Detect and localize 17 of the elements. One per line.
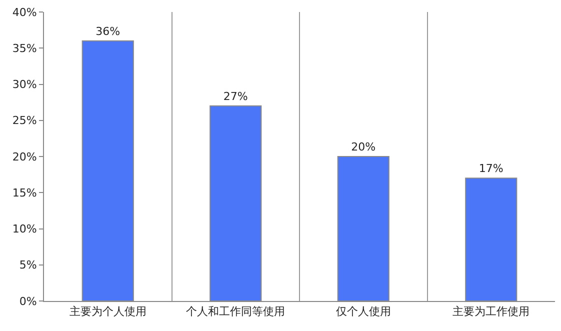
y-tick-label: 5% [19, 258, 37, 272]
y-tick-label: 25% [12, 114, 37, 128]
y-tick-label: 30% [12, 78, 37, 92]
data-label: 27% [223, 90, 248, 103]
x-tick-label: 主要为个人使用 [69, 305, 146, 318]
y-tick-label: 35% [12, 42, 37, 55]
x-tick-label: 个人和工作同等使用 [186, 305, 286, 318]
y-tick-label: 10% [12, 222, 37, 236]
data-label: 36% [96, 24, 120, 38]
y-tick-label: 40% [12, 6, 37, 19]
x-tick-label: 仅个人使用 [336, 305, 391, 318]
y-tick-label: 20% [12, 150, 37, 164]
y-tick-label: 0% [19, 294, 37, 308]
y-tick-label: 15% [12, 186, 37, 200]
data-label: 20% [351, 140, 376, 154]
data-label: 17% [478, 162, 504, 176]
x-tick-label: 主要为工作使用 [452, 305, 530, 318]
